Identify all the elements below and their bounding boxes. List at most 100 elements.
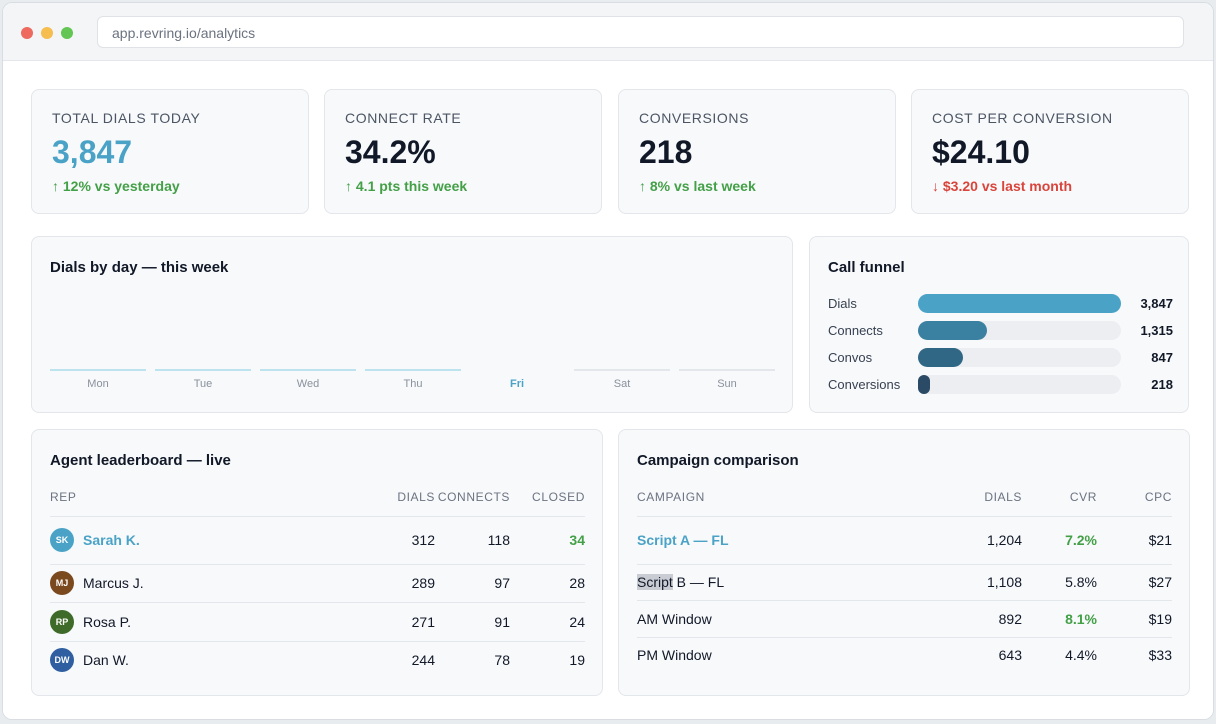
dials-cell: 244	[411, 652, 435, 669]
day-column-tue: Tue	[155, 369, 251, 390]
funnel-value: 847	[1151, 350, 1173, 365]
campaign-table: CAMPAIGN DIALS CVR CPC Script A — FL 1,2…	[637, 478, 1172, 673]
campaign-comparison-card: Campaign comparison CAMPAIGN DIALS CVR C…	[618, 429, 1190, 696]
funnel-bar	[918, 348, 963, 367]
rep-name[interactable]: Rosa P.	[83, 613, 131, 630]
card-title: Agent leaderboard — live	[50, 452, 231, 469]
day-label: Tue	[193, 378, 213, 390]
day-column-wed: Wed	[260, 369, 356, 390]
day-label: Wed	[296, 378, 320, 390]
kpi-label: COST PER CONVERSION	[932, 110, 1113, 126]
table-row[interactable]: DW Dan W. 244 78 19	[50, 641, 585, 679]
column-header-cpc[interactable]: CPC	[1097, 478, 1172, 517]
maximize-window-button[interactable]	[61, 27, 73, 39]
close-window-button[interactable]	[21, 27, 33, 39]
dials-cell: 1,204	[957, 516, 1022, 565]
day-label: Mon	[87, 378, 109, 390]
column-header-cvr[interactable]: CVR	[1022, 478, 1097, 517]
column-header-closed[interactable]: CLOSED	[510, 478, 585, 517]
day-bar-baseline	[365, 369, 461, 371]
avatar: MJ	[50, 571, 74, 595]
kpi-label: CONNECT RATE	[345, 110, 462, 126]
day-bar-baseline	[155, 369, 251, 371]
address-bar[interactable]: app.revring.io/analytics	[97, 16, 1184, 48]
column-header-rep[interactable]: REP	[50, 478, 380, 517]
funnel-track	[918, 375, 1121, 394]
connects-cell: 97	[435, 564, 510, 603]
funnel-bar	[918, 321, 988, 340]
funnel-value: 3,847	[1140, 296, 1173, 311]
table-row[interactable]: Script B — FL 1,108 5.8% $27	[637, 564, 1172, 601]
connects-cell: 118	[435, 516, 510, 565]
cpc-cell: $27	[1097, 564, 1172, 601]
dials-cell: 643	[998, 647, 1022, 664]
cpc-cell: $33	[1148, 647, 1172, 664]
funnel-value: 1,315	[1140, 323, 1173, 338]
dials-cell: 271	[380, 602, 435, 642]
table-header-row: CAMPAIGN DIALS CVR CPC	[637, 478, 1172, 517]
table-row[interactable]: SK Sarah K. 312 118 34	[50, 516, 585, 565]
column-header-campaign[interactable]: CAMPAIGN	[637, 478, 957, 517]
kpi-delta: ↑ 8% vs last week	[639, 178, 756, 194]
dials-cell: 312	[380, 516, 435, 565]
funnel-label: Dials	[828, 296, 857, 311]
dials-by-day-card: Dials by day — this week Mon Tue Wed Thu…	[31, 236, 793, 413]
table-row[interactable]: PM Window 643 4.4% $33	[637, 637, 1172, 673]
cpc-cell: $19	[1097, 600, 1172, 638]
campaign-name[interactable]: Script A — FL	[637, 532, 729, 548]
kpi-value: 218	[639, 134, 693, 170]
avatar: DW	[50, 648, 74, 673]
leaderboard-table: REP DIALS CONNECTS CLOSED SK Sarah K. 312…	[50, 478, 585, 679]
column-header-dials[interactable]: DIALS	[380, 478, 435, 517]
kpi-delta: ↓ $3.20 vs last month	[932, 178, 1073, 194]
funnel-track	[918, 321, 1121, 340]
table-header-row: REP DIALS CONNECTS CLOSED	[50, 478, 585, 517]
column-header-dials[interactable]: DIALS	[957, 478, 1022, 517]
connects-cell: 91	[435, 602, 510, 642]
day-label: Thu	[403, 378, 423, 390]
closed-cell: 28	[510, 564, 585, 603]
table-row[interactable]: MJ Marcus J. 289 97 28	[50, 564, 585, 603]
funnel-row-dials: Dials 3,847	[828, 293, 1173, 315]
kpi-delta: ↑ 12% vs yesterday	[52, 178, 180, 194]
day-column-mon: Mon	[50, 369, 146, 390]
selected-text: Script	[637, 574, 673, 590]
kpi-value: 34.2%	[345, 134, 436, 170]
funnel-label: Conversions	[828, 377, 901, 392]
day-label: Sun	[717, 378, 737, 390]
kpi-card-conversions: CONVERSIONS 218 ↑ 8% vs last week	[618, 89, 896, 214]
funnel-label: Convos	[828, 350, 873, 365]
day-column-sat: Sat	[574, 369, 670, 390]
cvr-cell: 8.1%	[1022, 600, 1097, 638]
kpi-value: $24.10	[932, 134, 1030, 170]
day-column-thu: Thu	[365, 369, 461, 390]
rep-name[interactable]: Marcus J.	[83, 575, 144, 591]
kpi-card-connect-rate: CONNECT RATE 34.2% ↑ 4.1 pts this week	[324, 89, 602, 214]
funnel-row-conversions: Conversions 218	[828, 374, 1173, 396]
table-row[interactable]: AM Window 892 8.1% $19	[637, 600, 1172, 638]
minimize-window-button[interactable]	[41, 27, 53, 39]
cvr-cell: 5.8%	[1022, 564, 1097, 601]
avatar: SK	[50, 528, 74, 552]
campaign-name[interactable]: PM Window	[637, 647, 712, 664]
card-title: Call funnel	[828, 259, 905, 276]
table-row[interactable]: Script A — FL 1,204 7.2% $21	[637, 516, 1172, 565]
agent-leaderboard-card: Agent leaderboard — live REP DIALS CONNE…	[31, 429, 603, 696]
funnel-bar	[918, 375, 931, 394]
funnel-label: Connects	[828, 323, 883, 338]
campaign-name[interactable]: AM Window	[637, 610, 712, 627]
kpi-label: TOTAL DIALS TODAY	[52, 110, 201, 126]
card-title: Dials by day — this week	[50, 259, 229, 276]
rep-name[interactable]: Sarah K.	[83, 532, 140, 548]
campaign-name-rest: B — FL	[672, 574, 725, 590]
funnel-value: 218	[1151, 377, 1173, 392]
funnel-track	[918, 348, 1121, 367]
day-bar-baseline	[50, 369, 146, 371]
kpi-delta: ↑ 4.1 pts this week	[345, 178, 468, 194]
rep-name[interactable]: Dan W.	[83, 652, 129, 669]
connects-cell: 78	[494, 652, 510, 669]
column-header-connects[interactable]: CONNECTS	[435, 478, 510, 517]
campaign-name[interactable]: Script B — FL	[637, 574, 724, 590]
table-row[interactable]: RP Rosa P. 271 91 24	[50, 602, 585, 642]
avatar: RP	[50, 609, 74, 634]
